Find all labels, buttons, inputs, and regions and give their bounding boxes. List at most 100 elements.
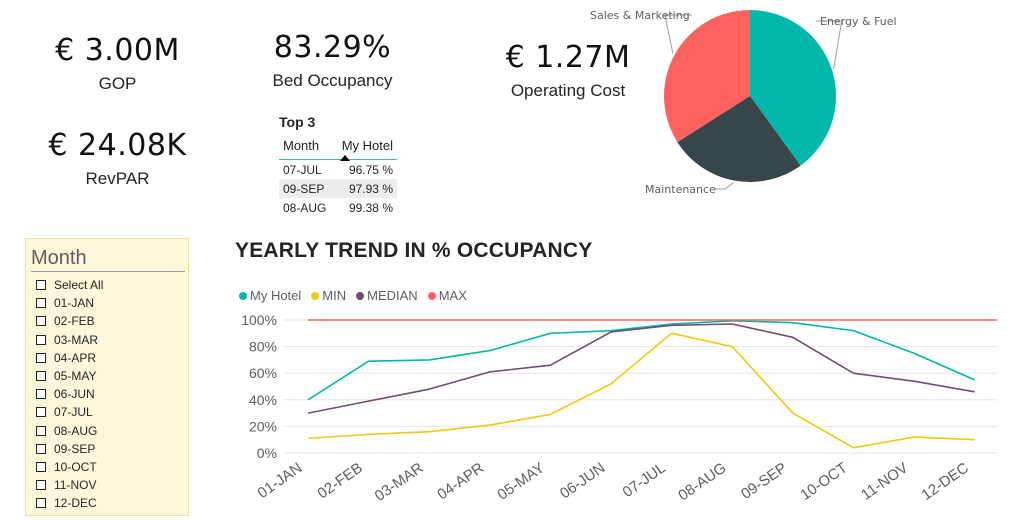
slicer-item-mar[interactable]: 03-MAR: [36, 331, 188, 349]
x-tick-label: 11-NOV: [858, 459, 911, 503]
slicer-item-sep[interactable]: 09-SEP: [36, 440, 188, 458]
slicer-item-jul[interactable]: 07-JUL: [36, 403, 188, 421]
checkbox-icon[interactable]: [36, 498, 46, 509]
pie-label: Sales & Marketing: [590, 9, 690, 22]
pie-slice[interactable]: [750, 10, 836, 166]
opcost-value: € 1.27M: [505, 40, 631, 75]
table-row: 08-AUG 99.38 %: [279, 198, 397, 217]
row-value: 97.93 %: [333, 179, 397, 198]
legend-label: MAX: [438, 288, 467, 303]
legend-swatch: [311, 291, 320, 300]
chart-legend: My Hotel MIN MEDIAN MAX: [239, 288, 477, 303]
slicer-item-label: 11-NOV: [54, 478, 97, 493]
y-tick-label: 100%: [241, 312, 277, 328]
x-tick-label: 04-APR: [434, 459, 487, 503]
legend-item[interactable]: MEDIAN: [356, 288, 418, 303]
top3-header-hotel-label: My Hotel: [341, 138, 393, 153]
slicer-item-label: 10-OCT: [54, 459, 97, 474]
pie-leader-line: [816, 20, 843, 69]
legend-label: MIN: [322, 288, 347, 303]
slicer-item-jun[interactable]: 06-JUN: [36, 385, 188, 403]
y-tick-label: 60%: [249, 365, 277, 381]
checkbox-icon[interactable]: [36, 352, 46, 363]
slicer-item-label: 03-MAR: [54, 332, 99, 347]
opcost-label: Operating Cost: [510, 81, 626, 100]
checkbox-icon[interactable]: [36, 389, 46, 400]
checkbox-icon[interactable]: [36, 280, 46, 291]
legend-swatch: [239, 291, 247, 300]
month-slicer: Month Select All 01-JAN 02-FEB 03-MAR 04…: [25, 238, 189, 516]
top3-table-visual: Top 3 Month My Hotel 07-JUL 96.75 % 09-SE…: [279, 114, 399, 217]
checkbox-icon[interactable]: [36, 316, 46, 327]
row-value: 96.75 %: [348, 162, 393, 177]
x-tick-label: 01-JAN: [255, 459, 306, 502]
checkbox-icon[interactable]: [36, 407, 46, 418]
gop-card: € 3.00M GOP: [45, 33, 190, 94]
slicer-item-label: 01-JAN: [54, 296, 95, 311]
slicer-item-label: 06-JUN: [54, 387, 95, 402]
gop-label: GOP: [98, 74, 137, 93]
checkbox-icon[interactable]: [36, 298, 46, 309]
checkbox-icon[interactable]: [36, 461, 46, 472]
top3-header-month[interactable]: Month: [279, 136, 334, 160]
legend-item[interactable]: MAX: [427, 288, 467, 303]
x-tick-label: 12-DEC: [918, 459, 972, 504]
row-month: 08-AUG: [283, 200, 327, 215]
top3-title: Top 3: [279, 114, 316, 130]
slicer-item-oct[interactable]: 10-OCT: [36, 458, 188, 476]
opcost-card: € 1.27M Operating Cost: [498, 40, 638, 101]
pie-slice[interactable]: [664, 10, 750, 143]
checkbox-icon[interactable]: [36, 371, 46, 382]
slicer-item-label: 08-AUG: [54, 423, 98, 438]
sort-ascending-icon[interactable]: [339, 155, 350, 161]
slicer-item-may[interactable]: 05-MAY: [36, 367, 188, 385]
checkbox-icon[interactable]: [36, 480, 46, 491]
slicer-item-nov[interactable]: 11-NOV: [36, 476, 188, 494]
series-line[interactable]: [307, 323, 975, 414]
legend-label: My Hotel: [250, 288, 302, 303]
x-tick-label: 10-OCT: [797, 459, 850, 504]
checkbox-icon[interactable]: [36, 334, 46, 345]
row-value: 99.38 %: [348, 200, 393, 215]
operating-cost-pie-chart: Energy & Fuel Maintenance Sales & Marketin…: [590, 9, 897, 196]
legend-item[interactable]: MIN: [311, 288, 346, 303]
slicer-item-apr[interactable]: 04-APR: [36, 349, 188, 367]
series-line[interactable]: [307, 319, 975, 401]
slicer-item-label: Select All: [54, 278, 104, 293]
pie-label: Energy & Fuel: [820, 15, 897, 28]
slicer-item-label: 09-SEP: [54, 441, 96, 456]
legend-swatch: [356, 291, 365, 300]
x-tick-label: 07-JUL: [620, 459, 669, 501]
slicer-item-label: 02-FEB: [54, 314, 95, 329]
x-tick-label: 09-SEP: [738, 459, 790, 503]
slicer-list: Select All 01-JAN 02-FEB 03-MAR 04-APR 0…: [36, 276, 188, 512]
checkbox-icon[interactable]: [36, 425, 46, 436]
occupancy-card: 83.29% Bed Occupancy: [260, 30, 405, 91]
occupancy-value: 83.29%: [273, 30, 392, 65]
legend-swatch: [427, 291, 436, 300]
slicer-item-label: 12-DEC: [54, 496, 97, 511]
slicer-item-jan[interactable]: 01-JAN: [36, 294, 188, 312]
slicer-item-feb[interactable]: 02-FEB: [36, 312, 188, 330]
checkbox-icon[interactable]: [36, 443, 46, 454]
revpar-value: € 24.08K: [48, 128, 187, 163]
pie-leader-line: [664, 14, 692, 54]
top3-header-hotel[interactable]: My Hotel: [333, 136, 397, 161]
slicer-title: Month: [31, 247, 185, 272]
legend-item[interactable]: My Hotel: [239, 288, 301, 303]
table-row: 09-SEP 97.93 %: [279, 179, 397, 198]
slicer-item-label: 05-MAY: [54, 369, 97, 384]
slicer-item-dec[interactable]: 12-DEC: [36, 494, 188, 512]
x-tick-label: 03-MAR: [372, 459, 427, 505]
top3-table: Month My Hotel 07-JUL 96.75 % 09-SEP 97.93…: [279, 136, 397, 217]
chart-title: YEARLY TREND IN % OCCUPANCY: [235, 239, 593, 262]
pie-slice[interactable]: [677, 96, 801, 182]
series-line[interactable]: [307, 332, 975, 449]
y-tick-label: 40%: [249, 392, 277, 408]
x-tick-label: 02-FEB: [314, 459, 365, 502]
row-month: 09-SEP: [279, 179, 334, 198]
slicer-item-aug[interactable]: 08-AUG: [36, 422, 188, 440]
row-month: 07-JUL: [283, 162, 322, 177]
y-tick-label: 0%: [257, 445, 277, 461]
slicer-item-select-all[interactable]: Select All: [36, 276, 188, 294]
